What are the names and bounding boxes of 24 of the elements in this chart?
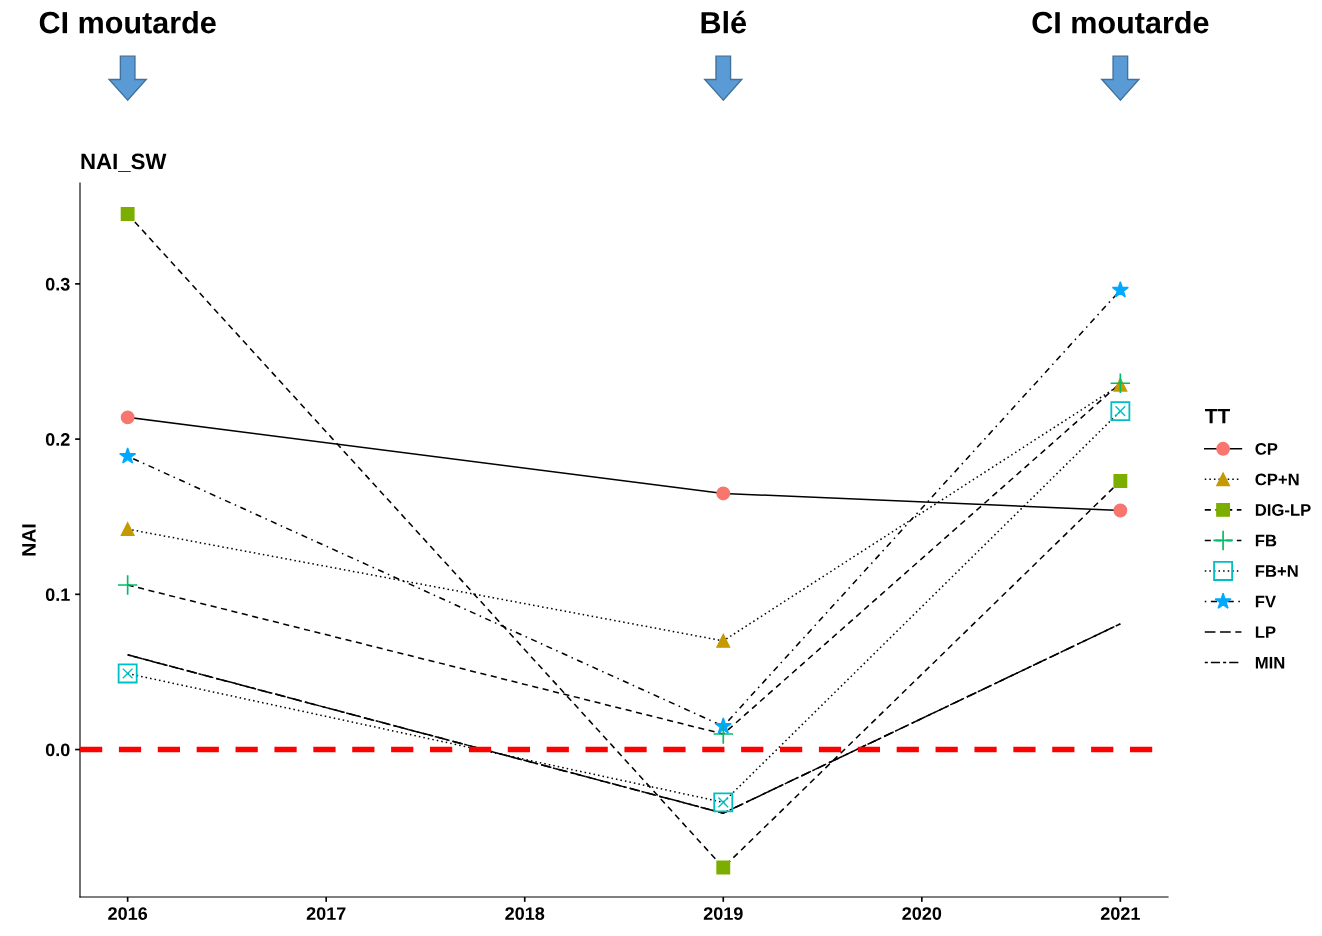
x-tick-label: 2021 (1100, 907, 1140, 920)
y-axis-title: NAI (22, 524, 36, 556)
x-tick-label: 2020 (902, 907, 942, 920)
y-tick-label: 0.3 (45, 277, 70, 291)
x-tick-label: 2017 (306, 907, 346, 920)
legend-label: FB (1255, 534, 1277, 547)
chart-title: NAI_SW (81, 153, 167, 172)
legend-label: LP (1255, 626, 1276, 638)
x-tick-label: 2018 (505, 907, 545, 920)
legend-title: TT (1204, 408, 1230, 424)
text: CI moutarde (39, 11, 216, 34)
y-tick-label: 0.1 (45, 588, 70, 602)
legend-label: CP+N (1255, 473, 1299, 486)
y-tick-label: 0.0 (45, 743, 70, 757)
legend-label: FV (1255, 595, 1276, 608)
legend-label: DIG-LP (1255, 504, 1311, 516)
text: CI moutarde (1032, 11, 1209, 34)
legend-label: FB+N (1255, 565, 1298, 577)
text: Blé (701, 10, 746, 34)
x-tick-label: 2019 (703, 907, 743, 920)
legend-label: CP (1255, 443, 1278, 455)
x-tick-label: 2016 (108, 907, 148, 920)
y-tick-label: 0.2 (45, 433, 70, 446)
legend-label: MIN (1255, 656, 1285, 669)
